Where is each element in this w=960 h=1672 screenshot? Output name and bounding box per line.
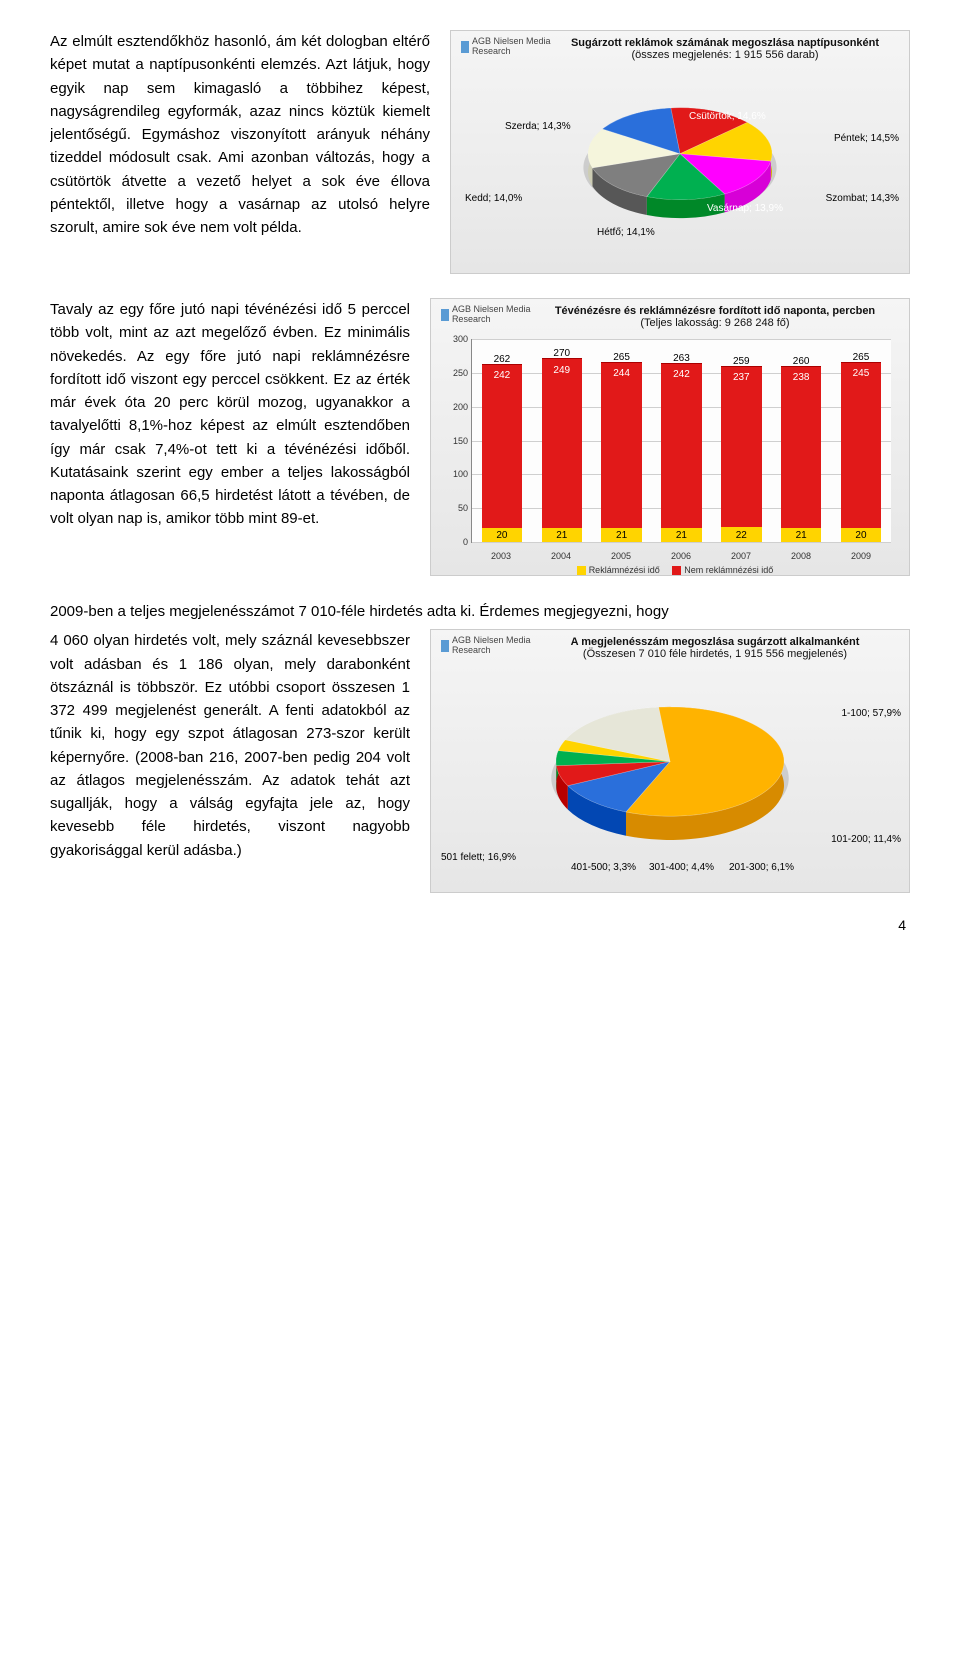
pie-label: 1-100; 57,9% <box>842 708 902 719</box>
chart-pie-freq: AGB Nielsen Media Research A megjelenéss… <box>430 629 910 893</box>
pie-label: 501 felett; 16,9% <box>441 852 516 863</box>
pie-label: 401-500; 3,3% <box>571 862 636 873</box>
pie-label: 101-200; 11,4% <box>831 834 901 845</box>
pie-svg <box>565 75 795 245</box>
chart-pie-days: AGB Nielsen Media Research Sugárzott rek… <box>450 30 910 274</box>
chart-header: AGB Nielsen Media Research Sugárzott rek… <box>451 31 909 63</box>
pie-label: Szombat; 14,3% <box>826 193 899 204</box>
logo: AGB Nielsen Media Research <box>461 37 551 57</box>
pie-label: 301-400; 4,4% <box>649 862 714 873</box>
section-3: 2009-ben a teljes megjelenésszámot 7 010… <box>50 600 910 893</box>
pie-label: Hétfő; 14,1% <box>597 227 655 238</box>
chart-header: AGB Nielsen Media Research A megjelenéss… <box>431 630 909 662</box>
chart-title: Sugárzott reklámok számának megoszlása n… <box>551 37 899 61</box>
pie-label: Péntek; 14,5% <box>834 133 899 144</box>
bar-legend: Reklámnézési idő Nem reklámnézési idő <box>443 565 897 575</box>
pie-area: Csütörtök; 14,6% Péntek; 14,5% Szombat; … <box>451 63 909 273</box>
chart-title: A megjelenésszám megoszlása sugárzott al… <box>531 636 899 660</box>
page: AGB Nielsen Media Research Sugárzott rek… <box>0 0 960 953</box>
bar-plot: 0501001502002503002622422027024921265244… <box>443 335 897 575</box>
para-3-lead: 2009-ben a teljes megjelenésszámot 7 010… <box>50 600 910 623</box>
section-2: AGB Nielsen Media Research Tévénézésre é… <box>50 298 910 576</box>
chart-bar-time: AGB Nielsen Media Research Tévénézésre é… <box>430 298 910 576</box>
pie-label: Vasárnap; 13,9% <box>707 203 783 214</box>
chart-title: Tévénézésre és reklámnézésre fordított i… <box>531 305 899 329</box>
pie-area: 1-100; 57,9% 101-200; 11,4% 201-300; 6,1… <box>431 662 909 892</box>
pie-label: 201-300; 6,1% <box>729 862 794 873</box>
pie-svg <box>520 673 820 863</box>
page-number: 4 <box>50 917 910 933</box>
pie-label: Kedd; 14,0% <box>465 193 522 204</box>
pie-label: Szerda; 14,3% <box>505 121 571 132</box>
logo: AGB Nielsen Media Research <box>441 305 531 325</box>
section-1: AGB Nielsen Media Research Sugárzott rek… <box>50 30 910 274</box>
logo: AGB Nielsen Media Research <box>441 636 531 656</box>
pie-label: Csütörtök; 14,6% <box>689 111 766 122</box>
chart-header: AGB Nielsen Media Research Tévénézésre é… <box>431 299 909 331</box>
